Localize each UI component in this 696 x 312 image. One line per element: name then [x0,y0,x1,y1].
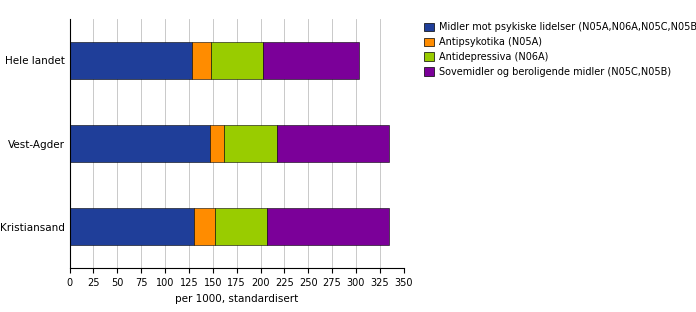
Bar [70,125,210,162]
Bar [70,41,192,79]
X-axis label: per 1000, standardisert: per 1000, standardisert [175,294,299,304]
Bar [263,41,359,79]
Bar [193,208,214,246]
Bar [70,208,193,246]
Bar [267,208,389,246]
Legend: Midler mot psykiske lidelser (N05A,N06A,N05C,N05B), Antipsykotika (N05A), Antide: Midler mot psykiske lidelser (N05A,N06A,… [422,21,696,79]
Bar [210,125,224,162]
Bar [192,41,211,79]
Bar [211,41,263,79]
Bar [224,125,277,162]
Bar [277,125,389,162]
Bar [214,208,267,246]
